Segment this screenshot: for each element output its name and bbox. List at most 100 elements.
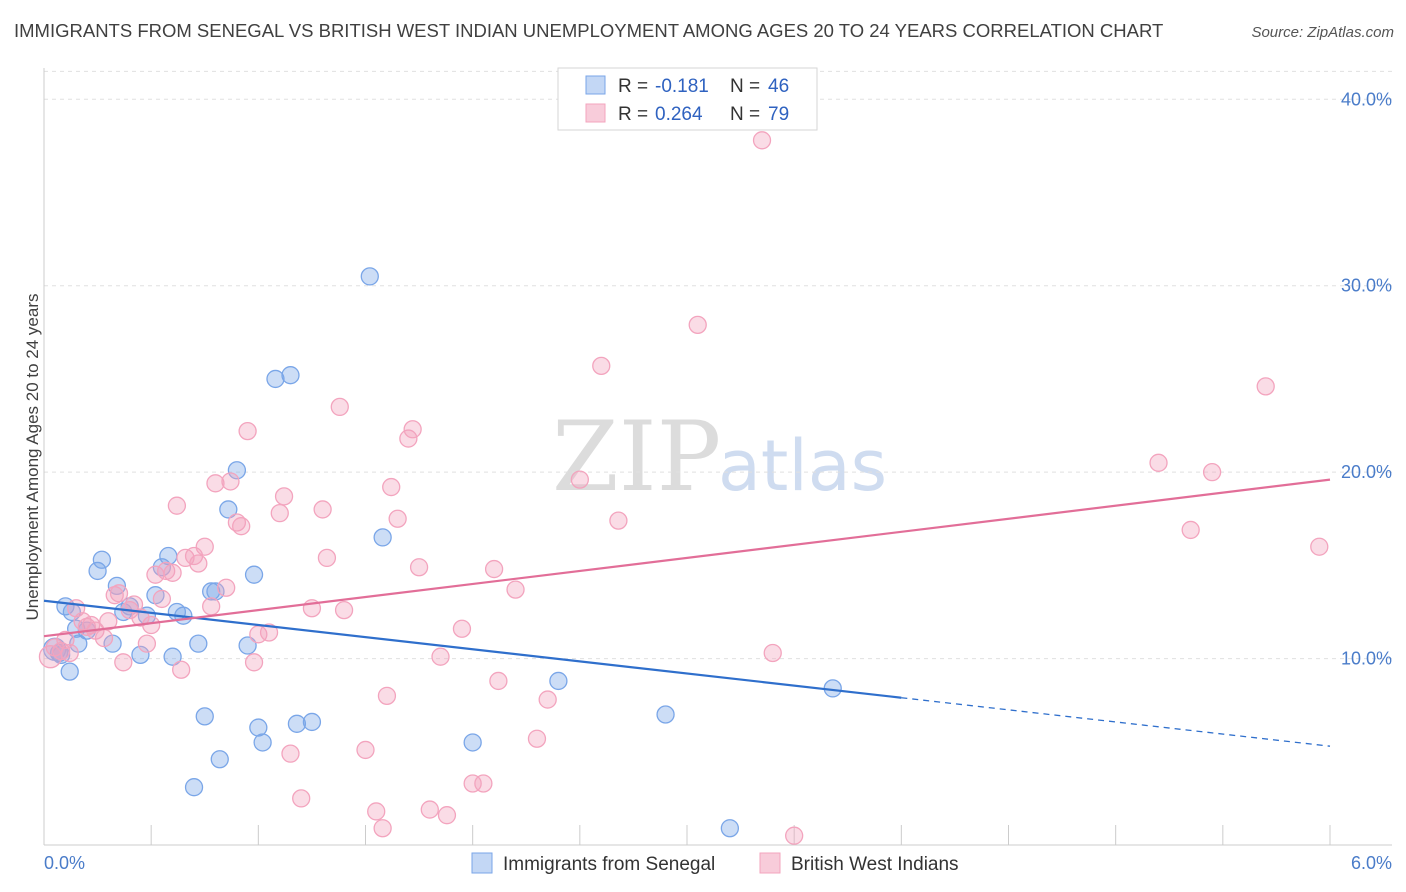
bwi-point	[609, 511, 628, 530]
bwi-point	[592, 356, 611, 376]
senegal-point	[656, 705, 675, 724]
bwi-point	[538, 690, 557, 709]
trend-lines	[43, 478, 1331, 747]
bwi-point	[763, 643, 782, 663]
stats-legend: R = -0.181 N = 46 R = 0.264 N = 79	[557, 67, 818, 131]
senegal-point	[227, 461, 247, 480]
bwi-point	[484, 559, 504, 579]
bwi-point	[367, 802, 386, 821]
senegal-point	[206, 582, 225, 601]
y-tick-labels: 10.0% 20.0% 30.0% 40.0%	[1341, 89, 1392, 668]
legend-n-value-2: 79	[768, 104, 789, 125]
x-tick-label-max: 6.0%	[1351, 853, 1392, 873]
bottom-legend-swatch-bwi	[759, 852, 781, 874]
senegal-point	[195, 707, 214, 726]
senegal-point	[184, 778, 204, 797]
bwi-point	[202, 597, 221, 616]
bwi-point	[431, 647, 450, 666]
bwi-point	[274, 487, 294, 506]
bwi-point	[1181, 520, 1200, 540]
bwi-point	[114, 653, 133, 672]
bwi-point	[238, 421, 257, 441]
bwi-point	[688, 315, 707, 335]
legend-swatch-senegal	[585, 75, 606, 95]
senegal-point	[287, 714, 307, 733]
bwi-point	[570, 470, 589, 489]
bwi-point	[152, 589, 172, 609]
legend-swatch-bwi	[585, 103, 606, 123]
series-senegal-points	[43, 267, 842, 838]
x-tick-marks	[43, 825, 1331, 845]
y-tick-label: 30.0%	[1341, 276, 1392, 296]
bottom-legend-label-senegal: Immigrants from Senegal	[503, 854, 715, 875]
bwi-point	[373, 819, 392, 838]
senegal-point	[463, 733, 482, 752]
bwi-point	[334, 600, 354, 620]
bwi-point	[157, 561, 176, 581]
y-tick-label: 20.0%	[1341, 462, 1392, 482]
senegal-point	[302, 712, 322, 732]
senegal-point	[92, 550, 112, 569]
legend-r-value-1: -0.181	[655, 76, 709, 97]
bwi-point	[388, 509, 407, 528]
senegal-point	[131, 645, 150, 664]
legend-n-value-1: 46	[768, 76, 789, 97]
series-bwi-points	[38, 131, 1329, 845]
bwi-point	[1310, 537, 1329, 556]
bwi-point	[195, 537, 214, 556]
bwi-point	[142, 615, 161, 635]
senegal-point	[202, 582, 221, 601]
bwi-point	[189, 554, 208, 573]
senegal-point	[360, 267, 379, 286]
bwi-point	[217, 578, 236, 597]
bwi-point	[330, 397, 349, 417]
bwi-point	[163, 563, 182, 582]
senegal-point	[159, 546, 178, 566]
bwi-point	[506, 580, 525, 599]
senegal-point	[373, 528, 392, 547]
bwi-point	[785, 826, 804, 845]
bwi-point	[1202, 462, 1222, 482]
senegal-point	[60, 662, 79, 681]
bwi-point	[317, 548, 337, 568]
y-tick-label: 40.0%	[1341, 89, 1392, 109]
bwi-trend-line	[43, 478, 1331, 638]
senegal-point	[210, 750, 229, 769]
senegal-trend-line	[43, 599, 902, 699]
watermark-atlas: atlas	[718, 425, 887, 507]
bwi-point	[420, 800, 439, 819]
bwi-point	[356, 740, 375, 760]
bwi-point	[1149, 453, 1168, 472]
bwi-point	[270, 504, 289, 523]
bwi-point	[463, 774, 482, 793]
bwi-point	[452, 619, 472, 638]
senegal-trend-extension	[901, 697, 1331, 747]
bwi-point	[99, 612, 118, 631]
bwi-point	[403, 420, 422, 439]
bottom-legend-label-bwi: British West Indians	[791, 854, 959, 875]
bwi-point	[244, 653, 264, 672]
series-legend: Immigrants from Senegal British West Ind…	[471, 852, 959, 875]
legend-r-value-2: 0.264	[655, 104, 703, 125]
senegal-point	[720, 819, 740, 838]
axes	[43, 68, 1392, 846]
legend-n-label-2: N =	[730, 104, 760, 125]
watermark-zip: ZIP	[552, 401, 721, 513]
legend-n-label-1: N =	[730, 76, 760, 97]
bwi-point	[94, 628, 114, 648]
bwi-point	[382, 477, 401, 497]
senegal-point	[238, 636, 257, 655]
bwi-point	[109, 584, 129, 603]
y-tick-label: 10.0%	[1341, 649, 1392, 669]
senegal-point	[253, 733, 272, 752]
senegal-point	[244, 565, 264, 584]
bwi-point	[172, 660, 191, 679]
bwi-point	[1256, 377, 1275, 396]
senegal-point	[266, 369, 285, 389]
bwi-point	[137, 634, 157, 653]
bwi-point	[313, 500, 332, 519]
legend-r-label-2: R =	[618, 104, 648, 125]
bwi-point	[281, 744, 300, 763]
senegal-point	[163, 647, 182, 666]
